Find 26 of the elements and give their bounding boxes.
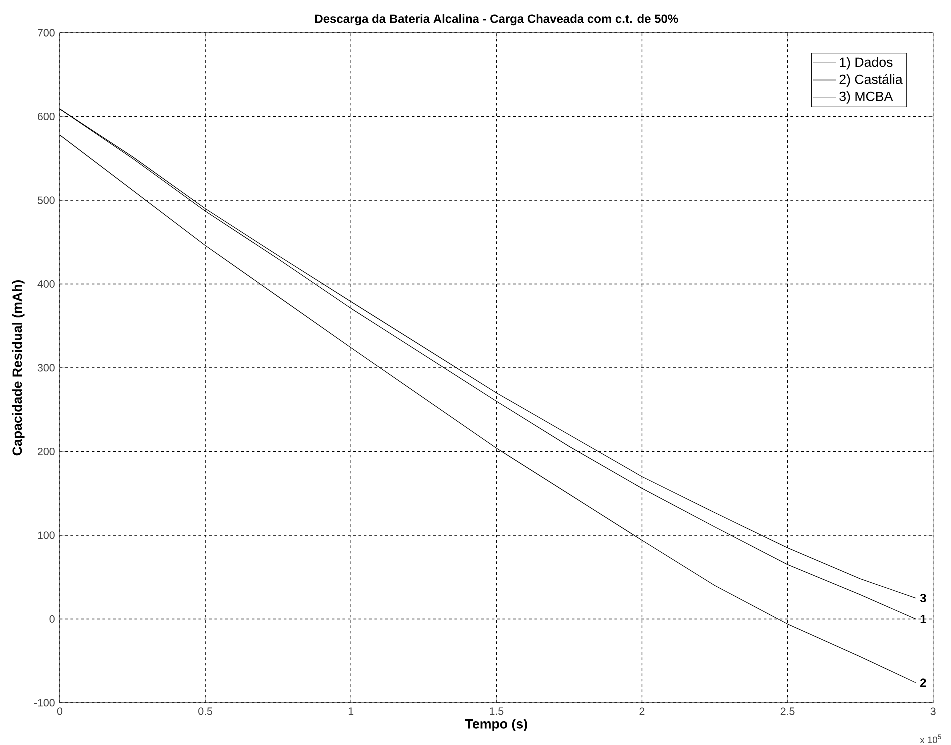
y-tick-label: 300 [38,364,55,372]
annotation: 3 [920,594,926,603]
x-tick-label: 1.5 [490,708,504,716]
x-tick-label: 2.5 [780,708,795,716]
y-tick-label: 0 [50,615,55,624]
y-tick-label: -100 [34,699,55,707]
text: x 10$^{5}$ [920,734,942,744]
y-tick-label: 200 [38,448,55,456]
x-tick-label: 0 [57,708,63,716]
annotation: 2 [920,678,926,688]
legend-label: 2) Castália [840,74,903,87]
chart-title: Descarga da Bateria Alcalina - Carga Chaveada com c.t. de 50% [315,14,678,26]
y-tick-label: 500 [38,196,55,204]
x-tick-label: 1 [348,708,354,716]
annotation: 1 [920,615,926,624]
y-axis-title: Capacidade Residual (mAh) [12,280,25,456]
x-axis-title: Tempo (s) [465,719,528,732]
legend-label: 1) Dados [840,57,893,70]
x-tick-label: 3 [930,708,936,716]
y-tick-label: 700 [38,29,55,37]
y-tick-label: 400 [38,280,55,288]
legend-label: 3) MCBA [840,92,894,104]
x-tick-label: 2 [640,708,645,716]
y-tick-label: 100 [38,532,55,540]
y-tick-label: 600 [38,112,55,121]
x-tick-label: 0.5 [198,708,213,716]
